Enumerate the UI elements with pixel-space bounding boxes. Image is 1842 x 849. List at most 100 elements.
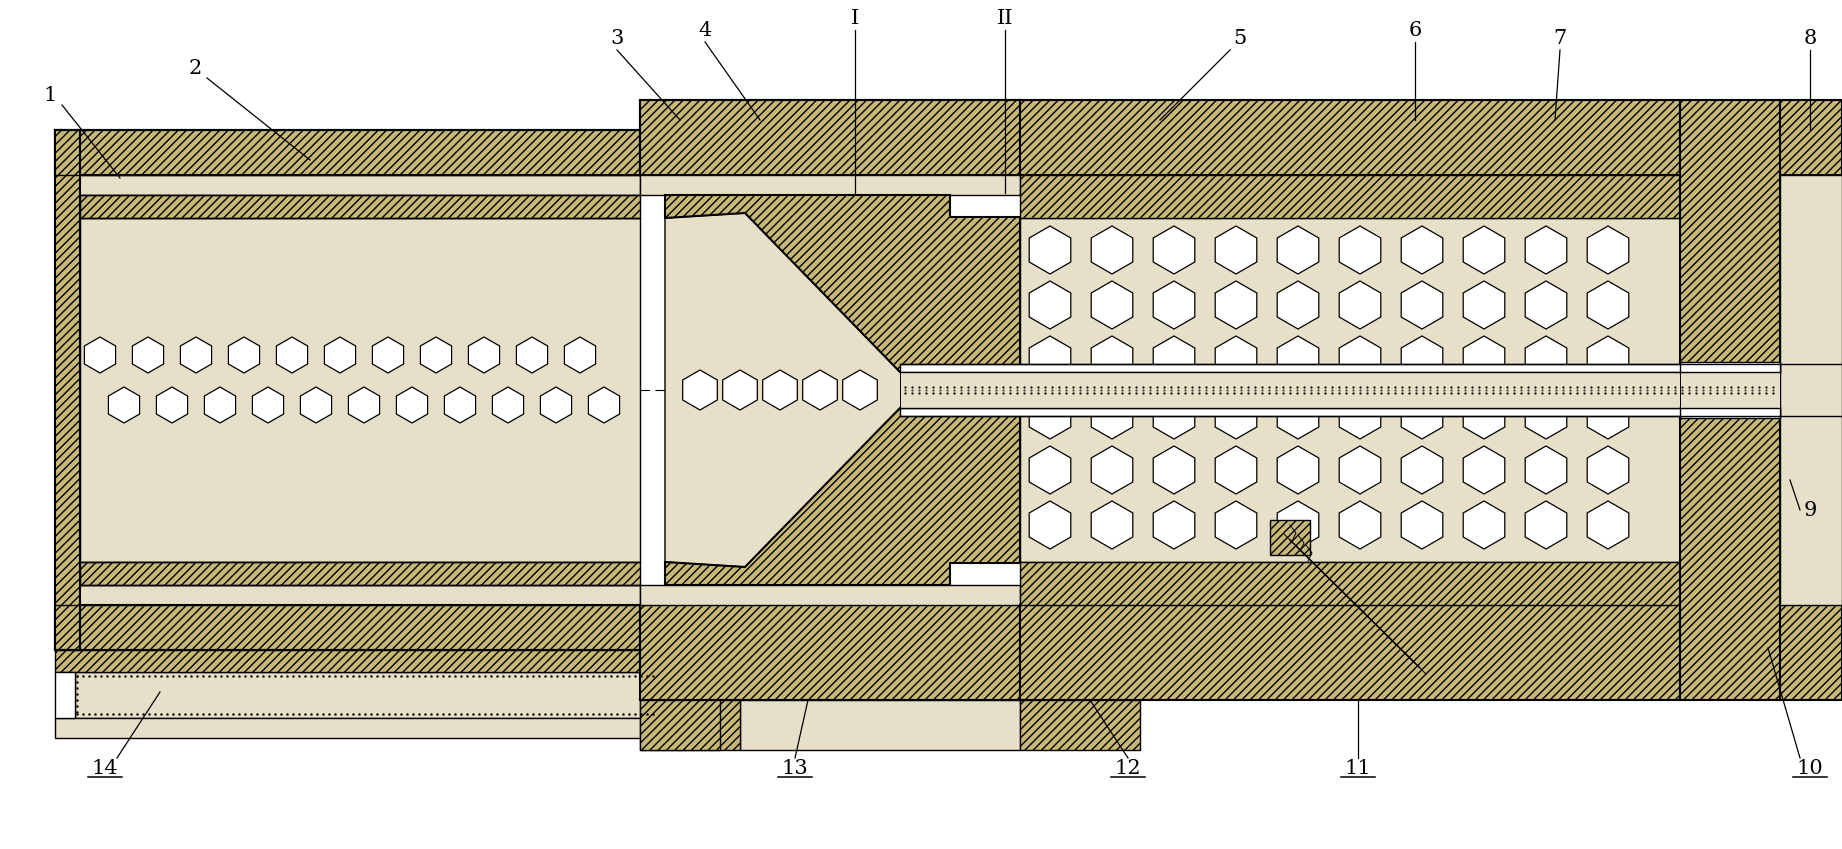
Polygon shape — [639, 605, 1020, 700]
Polygon shape — [1153, 226, 1195, 274]
Polygon shape — [1463, 391, 1505, 439]
Text: 12: 12 — [1114, 758, 1142, 778]
Polygon shape — [468, 337, 499, 373]
Polygon shape — [901, 364, 1779, 372]
Polygon shape — [1216, 336, 1256, 384]
Polygon shape — [1090, 391, 1133, 439]
Polygon shape — [1463, 281, 1505, 329]
Polygon shape — [1030, 336, 1070, 384]
Polygon shape — [1090, 501, 1133, 549]
Polygon shape — [1339, 281, 1382, 329]
Polygon shape — [76, 672, 659, 718]
Polygon shape — [803, 370, 838, 410]
Polygon shape — [348, 387, 379, 423]
Polygon shape — [1402, 281, 1442, 329]
Polygon shape — [55, 605, 639, 650]
Polygon shape — [1030, 281, 1070, 329]
Polygon shape — [1525, 446, 1568, 494]
Polygon shape — [1020, 562, 1680, 605]
Polygon shape — [639, 130, 1020, 175]
Polygon shape — [1277, 281, 1319, 329]
Text: 8: 8 — [1803, 29, 1816, 48]
Polygon shape — [1277, 446, 1319, 494]
Polygon shape — [1216, 446, 1256, 494]
Polygon shape — [564, 337, 595, 373]
Polygon shape — [1020, 700, 1140, 750]
Polygon shape — [1277, 501, 1319, 549]
Polygon shape — [1090, 336, 1133, 384]
Polygon shape — [540, 387, 571, 423]
Polygon shape — [722, 370, 757, 410]
Polygon shape — [665, 213, 1020, 567]
Polygon shape — [1020, 100, 1680, 175]
Polygon shape — [1525, 391, 1568, 439]
Polygon shape — [1339, 226, 1382, 274]
Polygon shape — [157, 387, 188, 423]
Polygon shape — [1588, 501, 1628, 549]
Polygon shape — [665, 408, 1020, 585]
Text: 2: 2 — [188, 59, 201, 77]
Text: II: II — [997, 8, 1013, 27]
Polygon shape — [1020, 175, 1680, 218]
Polygon shape — [763, 370, 798, 410]
Polygon shape — [1779, 175, 1842, 605]
Polygon shape — [639, 100, 1020, 130]
Polygon shape — [79, 195, 639, 218]
Polygon shape — [639, 175, 1020, 195]
Polygon shape — [1588, 336, 1628, 384]
Polygon shape — [1090, 281, 1133, 329]
Polygon shape — [1588, 446, 1628, 494]
Polygon shape — [639, 585, 1020, 605]
Polygon shape — [1339, 336, 1382, 384]
Polygon shape — [842, 370, 877, 410]
Text: 4: 4 — [698, 20, 711, 40]
Text: 14: 14 — [92, 758, 118, 778]
Polygon shape — [300, 387, 332, 423]
Polygon shape — [639, 700, 720, 750]
Polygon shape — [1402, 501, 1442, 549]
Polygon shape — [396, 387, 427, 423]
Polygon shape — [1680, 362, 1779, 374]
Polygon shape — [1463, 226, 1505, 274]
Polygon shape — [1339, 446, 1382, 494]
Polygon shape — [79, 218, 639, 562]
Polygon shape — [901, 372, 1779, 408]
Polygon shape — [372, 337, 403, 373]
Polygon shape — [1030, 501, 1070, 549]
Polygon shape — [228, 337, 260, 373]
Text: I: I — [851, 8, 858, 27]
Polygon shape — [516, 337, 547, 373]
Polygon shape — [109, 387, 140, 423]
Polygon shape — [1402, 336, 1442, 384]
Polygon shape — [1680, 406, 1779, 418]
Polygon shape — [1216, 226, 1256, 274]
Text: 13: 13 — [781, 758, 809, 778]
Polygon shape — [1463, 336, 1505, 384]
Polygon shape — [1588, 391, 1628, 439]
Text: 10: 10 — [1796, 758, 1824, 778]
Polygon shape — [55, 130, 639, 175]
Polygon shape — [181, 337, 212, 373]
Polygon shape — [639, 700, 740, 750]
Polygon shape — [492, 387, 523, 423]
Polygon shape — [1153, 446, 1195, 494]
Polygon shape — [444, 387, 475, 423]
Polygon shape — [1463, 501, 1505, 549]
Polygon shape — [252, 387, 284, 423]
Polygon shape — [1153, 501, 1195, 549]
Polygon shape — [1402, 226, 1442, 274]
Polygon shape — [85, 337, 116, 373]
Polygon shape — [1277, 226, 1319, 274]
Polygon shape — [1588, 281, 1628, 329]
Polygon shape — [1030, 446, 1070, 494]
Polygon shape — [420, 337, 451, 373]
Text: 9: 9 — [1803, 501, 1816, 520]
Polygon shape — [55, 718, 659, 738]
Polygon shape — [1030, 391, 1070, 439]
Polygon shape — [1525, 501, 1568, 549]
Polygon shape — [1216, 391, 1256, 439]
Polygon shape — [55, 672, 76, 718]
Polygon shape — [683, 370, 717, 410]
Polygon shape — [1153, 336, 1195, 384]
Polygon shape — [55, 650, 659, 672]
